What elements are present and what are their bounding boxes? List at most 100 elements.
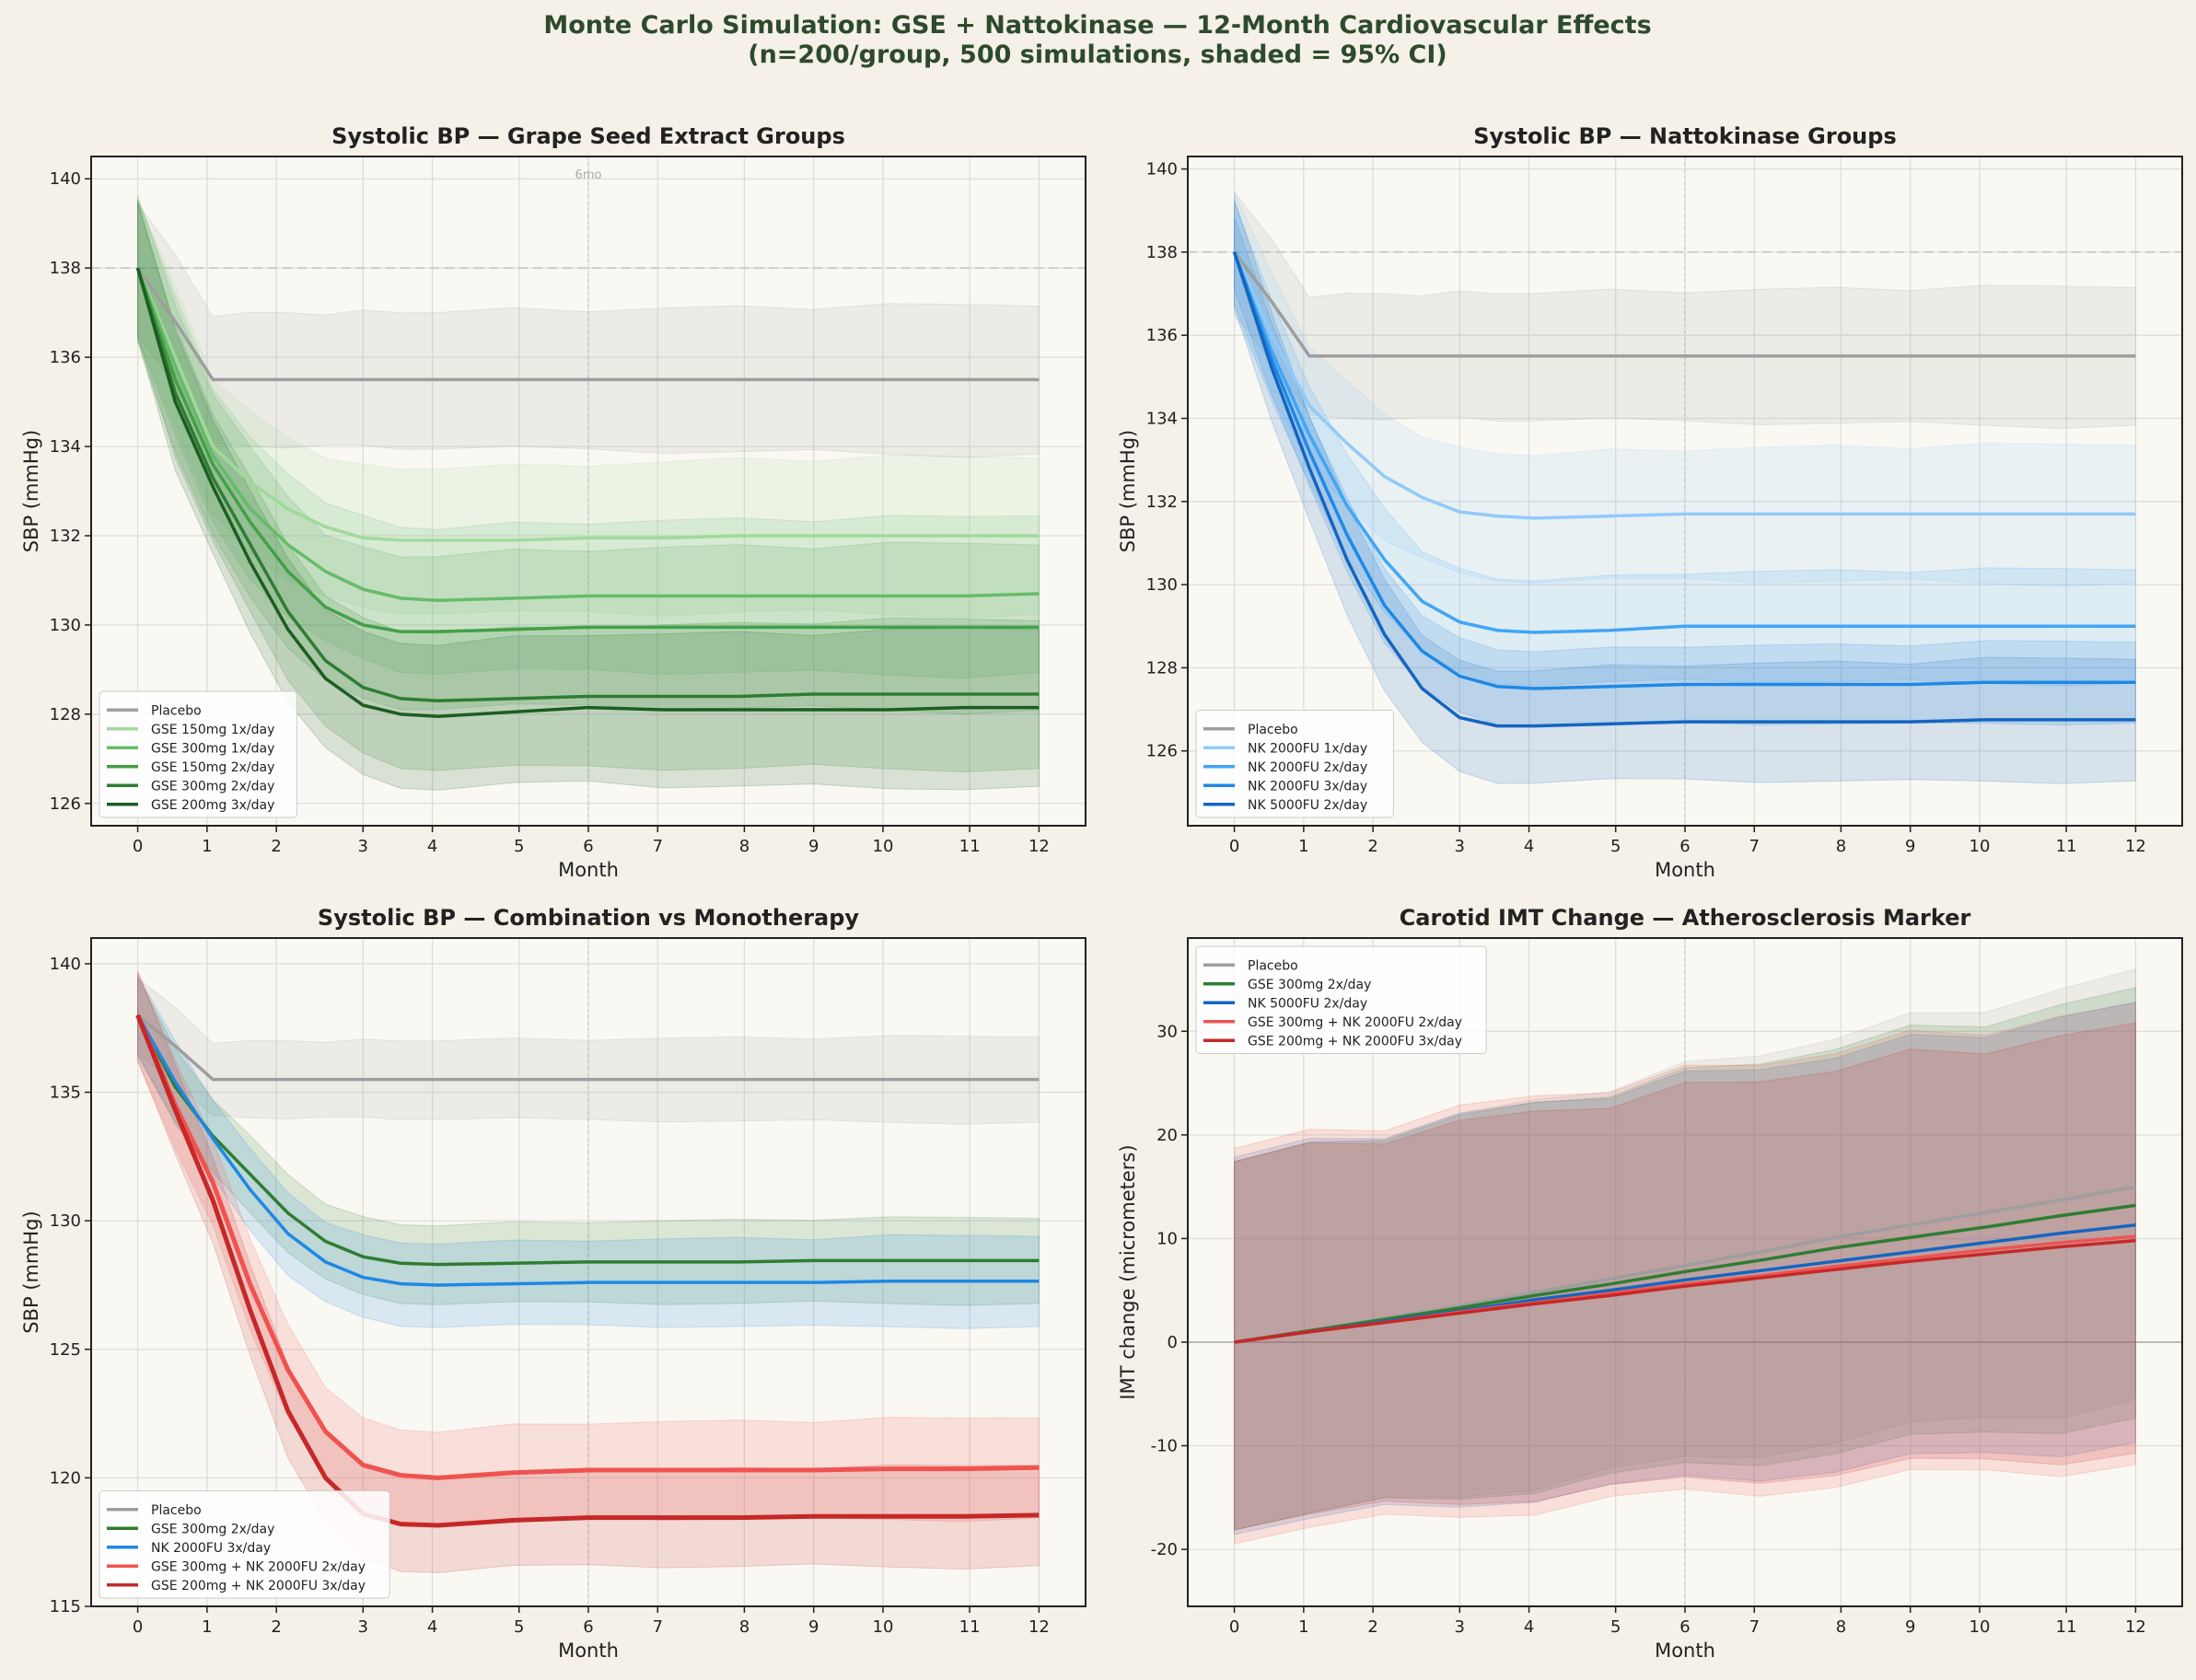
x-tick-label: 0	[1229, 1617, 1239, 1637]
series-line	[1234, 1203, 2136, 1344]
x-tick-label: 6	[1679, 1617, 1690, 1637]
x-tick-label: 10	[1969, 1617, 1991, 1637]
legend-entry: GSE 300mg 2x/day	[151, 1522, 274, 1536]
x-axis-label: Month	[558, 859, 619, 881]
y-tick-label: 132	[1146, 492, 1178, 512]
y-tick-label: 138	[1146, 243, 1178, 262]
series-line	[136, 1014, 1040, 1082]
ci-band	[137, 202, 1040, 458]
x-tick-label: 1	[1298, 837, 1308, 856]
y-tick-label: 136	[1146, 326, 1178, 345]
x-tick-label: 5	[514, 1617, 524, 1637]
chart-title: Carotid IMT Change — Atherosclerosis Mar…	[1400, 905, 1971, 931]
x-axis-label: Month	[1655, 859, 1715, 881]
y-tick-label: 135	[50, 1083, 81, 1103]
x-tick-label: 2	[271, 1617, 281, 1637]
series-line	[135, 267, 1040, 703]
x-tick-label: 12	[2125, 1617, 2146, 1637]
x-tick-label: 0	[1229, 837, 1239, 856]
chart-panel-2: 0 1 2 3 4 5 6 7 8 9 10 11 12126128130132134136138140…	[1117, 123, 2183, 881]
y-tick-label: 136	[50, 348, 81, 367]
x-tick-label: 7	[1749, 837, 1760, 856]
series-line	[136, 1014, 1040, 1287]
x-tick-label: 10	[873, 837, 894, 856]
series-line	[1232, 251, 2136, 520]
x-tick-label: 3	[358, 837, 368, 856]
x-tick-label: 5	[1610, 1617, 1621, 1637]
series-line	[1232, 251, 2136, 690]
x-tick-label: 4	[427, 1617, 437, 1637]
x-tick-label: 1	[1298, 1617, 1308, 1637]
legend-entry: GSE 300mg 2x/day	[151, 779, 274, 794]
x-tick-label: 8	[739, 837, 749, 856]
x-tick-label: 12	[1028, 837, 1050, 856]
y-tick-label: 130	[1146, 575, 1178, 595]
chart-title: Systolic BP — Grape Seed Extract Groups	[331, 123, 845, 149]
y-tick-label: -20	[1151, 1540, 1178, 1559]
legend-entry: NK 2000FU 2x/day	[1248, 760, 1367, 775]
x-tick-label: 11	[2056, 837, 2077, 856]
chart-title: Systolic BP — Nattokinase Groups	[1473, 123, 1896, 149]
ci-band	[1234, 967, 2136, 1531]
legend-box	[99, 690, 297, 818]
series-line	[135, 267, 1040, 542]
ci-band	[137, 974, 1040, 1329]
x-tick-label: 8	[1836, 1617, 1846, 1637]
y-tick-label: 126	[1146, 742, 1178, 761]
x-tick-label: 2	[1367, 837, 1377, 856]
figure-title-line1: Monte Carlo Simulation: GSE + Nattokinas…	[543, 11, 1651, 40]
x-tick-label: 1	[202, 1617, 212, 1637]
y-axis-label: SBP (mmHg)	[20, 1211, 42, 1334]
legend-entry: NK 2000FU 3x/day	[1248, 779, 1367, 794]
ci-band	[1234, 199, 2136, 784]
y-tick-label: -10	[1151, 1437, 1178, 1456]
x-tick-label: 2	[1367, 1617, 1377, 1637]
y-axis-label: IMT change (micrometers)	[1117, 1144, 1139, 1399]
legend-entry: NK 5000FU 2x/day	[1248, 996, 1367, 1011]
series-line	[135, 1014, 1040, 1480]
x-tick-label: 7	[653, 1617, 663, 1637]
ci-band	[137, 199, 1040, 791]
y-tick-label: 30	[1156, 1022, 1178, 1041]
legend-entry: GSE 300mg 1x/day	[151, 741, 274, 756]
y-tick-label: 130	[50, 616, 81, 635]
x-tick-label: 7	[653, 837, 663, 856]
y-tick-label: 134	[50, 437, 81, 457]
x-tick-label: 12	[1028, 1617, 1050, 1637]
y-tick-label: 0	[1168, 1333, 1178, 1352]
legend-box	[1195, 945, 1487, 1054]
six-month-label: 6mo	[575, 168, 602, 182]
x-tick-label: 5	[1610, 837, 1621, 856]
x-tick-label: 9	[808, 837, 819, 856]
ci-band	[1234, 1022, 2136, 1531]
legend-entry: GSE 200mg + NK 2000FU 3x/day	[151, 1579, 366, 1593]
series-line	[135, 1014, 1040, 1528]
y-tick-label: 140	[50, 955, 81, 974]
chart-panel-3: 0 1 2 3 4 5 6 7 8 9 10 11 12115120125130135140Systol…	[20, 905, 1086, 1662]
x-tick-label: 1	[202, 837, 212, 856]
series-line	[1233, 250, 2136, 358]
series-line	[1232, 251, 2136, 728]
x-tick-label: 5	[514, 837, 524, 856]
x-tick-label: 2	[271, 837, 281, 856]
x-tick-label: 7	[1749, 1617, 1760, 1637]
ci-band	[1234, 987, 2136, 1531]
y-tick-label: 140	[1146, 160, 1178, 180]
x-axis-label: Month	[1655, 1639, 1715, 1662]
legend-entry: GSE 300mg 2x/day	[1248, 978, 1371, 992]
legend-entry: GSE 200mg 3x/day	[151, 798, 274, 813]
figure-title-line2: (n=200/group, 500 simulations, shaded = …	[748, 41, 1447, 69]
legend-entry: GSE 150mg 1x/day	[151, 723, 274, 737]
y-tick-label: 132	[50, 527, 81, 546]
x-tick-label: 3	[1455, 1617, 1465, 1637]
ci-band	[1234, 191, 2136, 587]
chart-title: Systolic BP — Combination vs Monotherapy	[318, 905, 860, 931]
y-axis-label: SBP (mmHg)	[1117, 430, 1139, 553]
ci-band	[1234, 191, 2136, 429]
y-tick-label: 140	[50, 169, 81, 189]
x-tick-label: 11	[2056, 1617, 2077, 1637]
x-tick-label: 9	[1905, 837, 1915, 856]
